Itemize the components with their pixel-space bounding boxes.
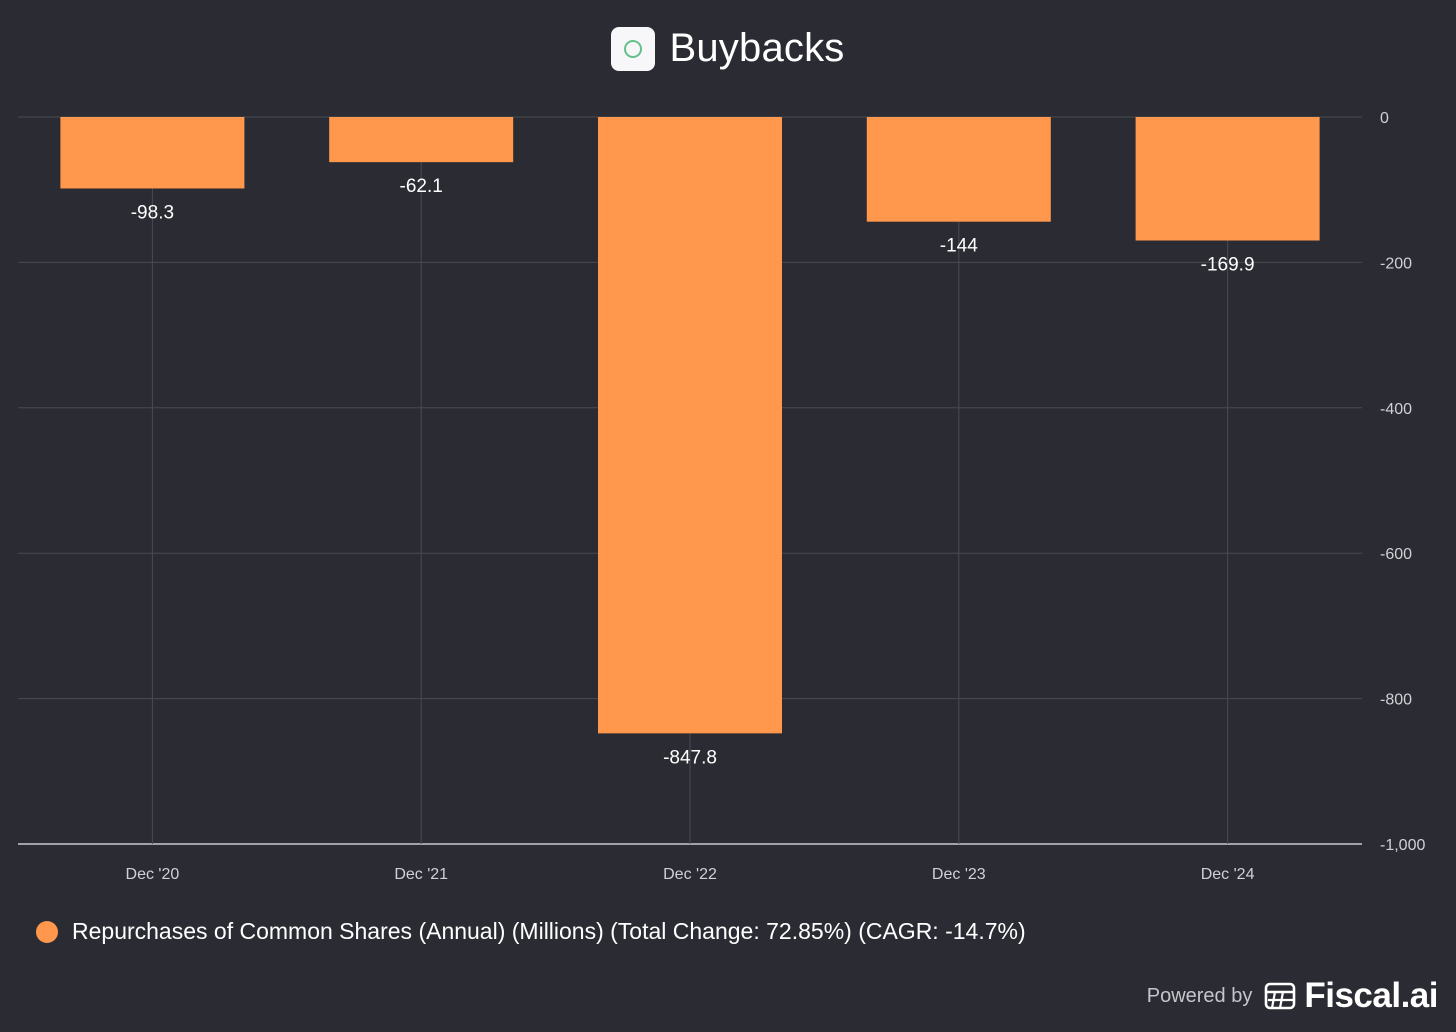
- data-label: -62.1: [400, 176, 443, 197]
- chart-header: Buybacks: [0, 26, 1456, 71]
- circle-logo-icon: [611, 26, 656, 71]
- brand-name: Fiscal.ai: [1304, 976, 1438, 1015]
- bar: [598, 117, 782, 734]
- x-tick-label: Dec '24: [1201, 866, 1255, 883]
- powered-by-text: Powered by: [1146, 984, 1253, 1007]
- legend[interactable]: Repurchases of Common Shares (Annual) (M…: [36, 918, 1026, 945]
- y-tick-label: -600: [1380, 546, 1412, 563]
- legend-swatch: [36, 920, 58, 943]
- y-tick-label: -800: [1380, 692, 1412, 709]
- x-tick-label: Dec '23: [932, 866, 986, 883]
- data-label: -144: [940, 236, 978, 257]
- chart-title: Buybacks: [669, 26, 845, 70]
- x-tick-label: Dec '20: [126, 866, 180, 883]
- bar: [1135, 117, 1320, 241]
- y-tick-label: -200: [1380, 255, 1412, 272]
- data-label: -847.8: [663, 747, 717, 768]
- bar: [866, 117, 1051, 222]
- bar: [329, 117, 514, 163]
- legend-label: Repurchases of Common Shares (Annual) (M…: [72, 918, 1026, 944]
- bar: [60, 117, 245, 189]
- calculator-icon: [1265, 982, 1296, 1010]
- data-label: -98.3: [131, 202, 174, 223]
- x-tick-label: Dec '21: [394, 866, 448, 883]
- y-tick-label: -1,000: [1380, 837, 1425, 854]
- footer-attribution[interactable]: Powered by Fiscal.ai: [1146, 976, 1439, 1016]
- x-tick-label: Dec '22: [663, 866, 717, 883]
- y-tick-label: 0: [1380, 110, 1389, 127]
- data-label: -169.9: [1201, 255, 1255, 276]
- y-tick-label: -400: [1380, 401, 1412, 418]
